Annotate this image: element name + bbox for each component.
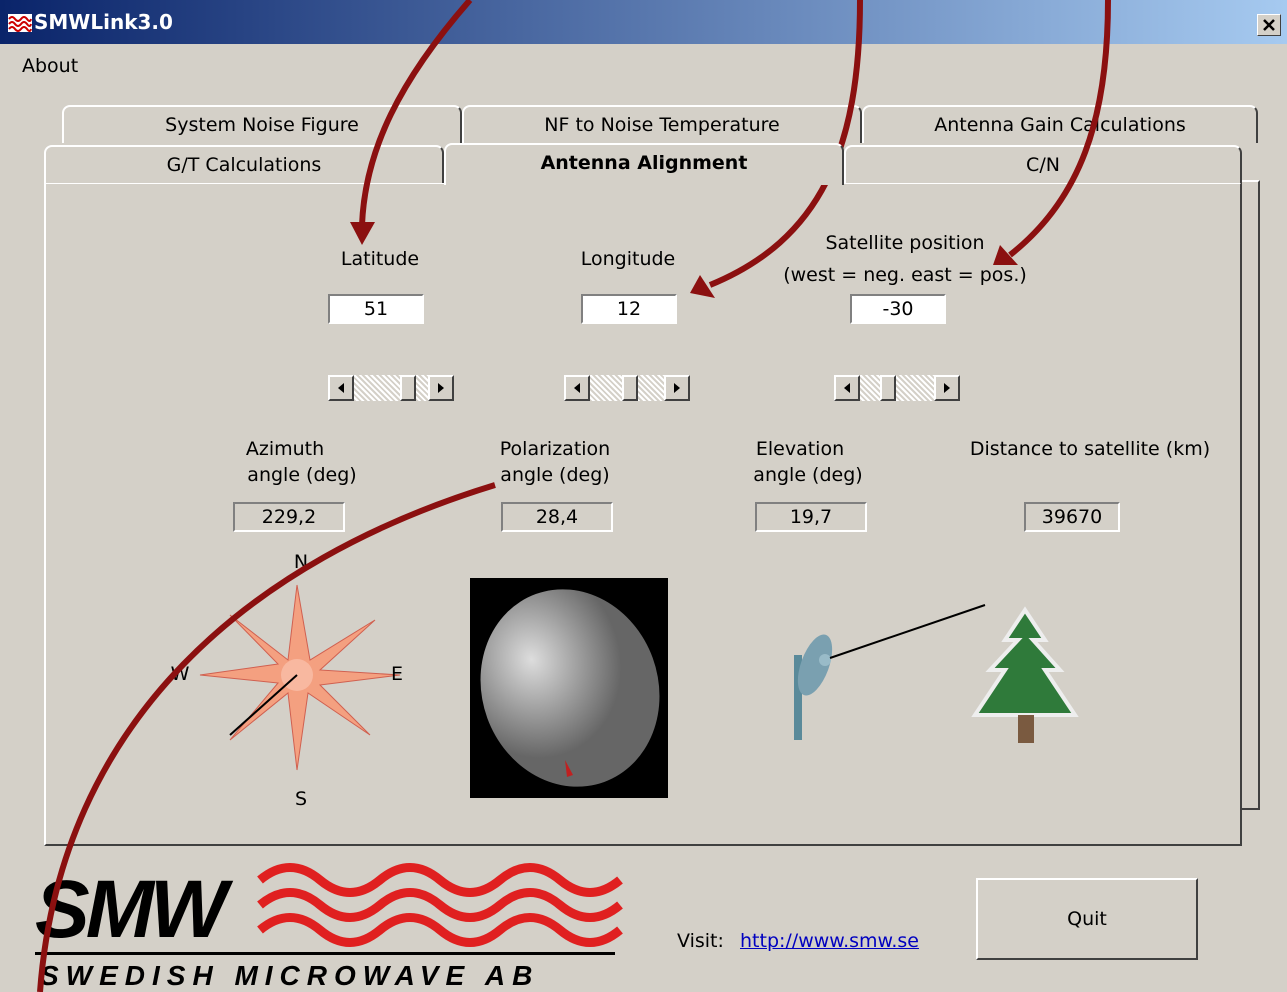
tab-active[interactable]: Antenna Alignment [444,143,844,185]
visit-label: Visit: [677,930,724,952]
smw-logo: SMW SWEDISH MICROWAVE AB [35,864,620,991]
antenna-scene [791,605,1075,743]
logo-company: SWEDISH MICROWAVE AB [40,960,539,991]
compass: N E S W [171,551,403,810]
website-link[interactable]: http://www.smw.se [740,930,919,952]
dish-view [453,564,687,812]
compass-s: S [295,788,307,810]
logo-name: SMW [35,864,234,955]
arrow-heads [350,222,1018,298]
app-window: SMWLink3.0 About System Noise Figure NF … [0,0,1287,992]
quit-button[interactable]: Quit [976,878,1198,960]
compass-e: E [391,663,403,685]
